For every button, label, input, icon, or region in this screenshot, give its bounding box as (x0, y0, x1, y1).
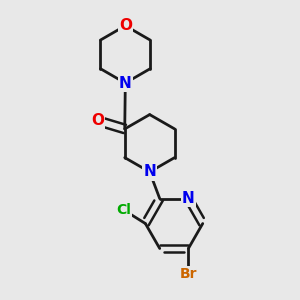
Text: Cl: Cl (116, 203, 131, 217)
Text: N: N (182, 191, 195, 206)
Text: N: N (119, 76, 132, 91)
Text: N: N (143, 164, 156, 179)
Text: Br: Br (180, 267, 197, 281)
Text: O: O (119, 18, 132, 33)
Text: O: O (91, 113, 104, 128)
